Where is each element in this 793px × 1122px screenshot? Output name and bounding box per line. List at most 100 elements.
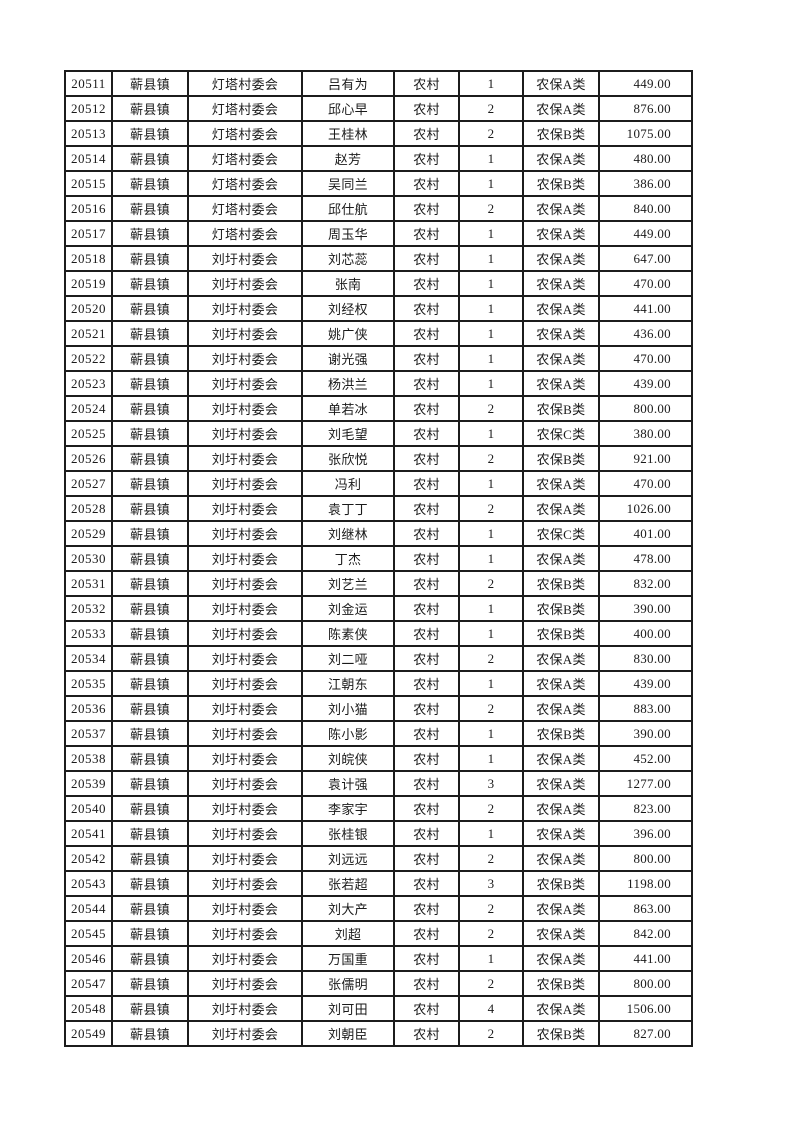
cell-person-name: 袁计强 — [301, 770, 395, 797]
insurance-roster-table: 20511 蕲县镇 灯塔村委会 吕有为 农村 1 农保A类 449.00 20512 蕲县镇 灯塔村… — [64, 70, 693, 1047]
cell-insurance-category: 农保A类 — [522, 670, 600, 697]
cell-residence-type: 农村 — [393, 295, 460, 322]
cell-town: 蕲县镇 — [111, 320, 189, 347]
cell-person-name: 张南 — [301, 270, 395, 297]
cell-town: 蕲县镇 — [111, 370, 189, 397]
cell-insurance-category: 农保A类 — [522, 220, 600, 247]
cell-village-committee: 刘圩村委会 — [187, 895, 303, 922]
cell-amount: 470.00 — [598, 470, 693, 497]
cell-amount: 830.00 — [598, 645, 693, 672]
cell-village-committee: 刘圩村委会 — [187, 695, 303, 722]
cell-person-count: 2 — [458, 570, 524, 597]
cell-residence-type: 农村 — [393, 620, 460, 647]
cell-town: 蕲县镇 — [111, 745, 189, 772]
cell-town: 蕲县镇 — [111, 95, 189, 122]
cell-village-committee: 刘圩村委会 — [187, 370, 303, 397]
cell-amount: 400.00 — [598, 620, 693, 647]
cell-person-name: 刘金运 — [301, 595, 395, 622]
cell-village-committee: 刘圩村委会 — [187, 745, 303, 772]
cell-village-committee: 刘圩村委会 — [187, 395, 303, 422]
cell-amount: 827.00 — [598, 1020, 693, 1047]
table-row: 20539 蕲县镇 刘圩村委会 袁计强 农村 3 农保A类 1277.00 — [64, 770, 693, 797]
table-row: 20516 蕲县镇 灯塔村委会 邱仕航 农村 2 农保A类 840.00 — [64, 195, 693, 222]
cell-amount: 800.00 — [598, 395, 693, 422]
cell-town: 蕲县镇 — [111, 620, 189, 647]
cell-insurance-category: 农保A类 — [522, 95, 600, 122]
cell-person-name: 张若超 — [301, 870, 395, 897]
cell-record-id: 20535 — [64, 670, 113, 697]
cell-amount: 441.00 — [598, 945, 693, 972]
table-row: 20527 蕲县镇 刘圩村委会 冯利 农村 1 农保A类 470.00 — [64, 470, 693, 497]
cell-person-name: 刘皖侠 — [301, 745, 395, 772]
table-row: 20545 蕲县镇 刘圩村委会 刘超 农村 2 农保A类 842.00 — [64, 920, 693, 947]
table-row: 20531 蕲县镇 刘圩村委会 刘艺兰 农村 2 农保B类 832.00 — [64, 570, 693, 597]
cell-village-committee: 刘圩村委会 — [187, 620, 303, 647]
cell-village-committee: 灯塔村委会 — [187, 170, 303, 197]
cell-person-name: 姚广侠 — [301, 320, 395, 347]
cell-person-count: 2 — [458, 645, 524, 672]
cell-record-id: 20519 — [64, 270, 113, 297]
cell-person-name: 谢光强 — [301, 345, 395, 372]
cell-person-name: 赵芳 — [301, 145, 395, 172]
cell-residence-type: 农村 — [393, 945, 460, 972]
cell-amount: 800.00 — [598, 970, 693, 997]
cell-insurance-category: 农保B类 — [522, 595, 600, 622]
cell-residence-type: 农村 — [393, 120, 460, 147]
table-row: 20547 蕲县镇 刘圩村委会 张儒明 农村 2 农保B类 800.00 — [64, 970, 693, 997]
cell-town: 蕲县镇 — [111, 570, 189, 597]
cell-amount: 480.00 — [598, 145, 693, 172]
cell-amount: 470.00 — [598, 345, 693, 372]
table-row: 20521 蕲县镇 刘圩村委会 姚广侠 农村 1 农保A类 436.00 — [64, 320, 693, 347]
table-row: 20541 蕲县镇 刘圩村委会 张桂银 农村 1 农保A类 396.00 — [64, 820, 693, 847]
table-row: 20530 蕲县镇 刘圩村委会 丁杰 农村 1 农保A类 478.00 — [64, 545, 693, 572]
table-row: 20525 蕲县镇 刘圩村委会 刘毛望 农村 1 农保C类 380.00 — [64, 420, 693, 447]
table-row: 20548 蕲县镇 刘圩村委会 刘可田 农村 4 农保A类 1506.00 — [64, 995, 693, 1022]
cell-person-name: 刘超 — [301, 920, 395, 947]
cell-person-count: 1 — [458, 245, 524, 272]
cell-insurance-category: 农保B类 — [522, 170, 600, 197]
cell-village-committee: 灯塔村委会 — [187, 70, 303, 97]
table-row: 20512 蕲县镇 灯塔村委会 邱心早 农村 2 农保A类 876.00 — [64, 95, 693, 122]
cell-person-count: 2 — [458, 845, 524, 872]
cell-town: 蕲县镇 — [111, 920, 189, 947]
cell-village-committee: 刘圩村委会 — [187, 770, 303, 797]
cell-town: 蕲县镇 — [111, 270, 189, 297]
cell-person-count: 2 — [458, 120, 524, 147]
table-row: 20514 蕲县镇 灯塔村委会 赵芳 农村 1 农保A类 480.00 — [64, 145, 693, 172]
cell-person-count: 1 — [458, 420, 524, 447]
cell-insurance-category: 农保A类 — [522, 195, 600, 222]
cell-insurance-category: 农保A类 — [522, 270, 600, 297]
cell-person-name: 袁丁丁 — [301, 495, 395, 522]
cell-insurance-category: 农保A类 — [522, 820, 600, 847]
cell-record-id: 20541 — [64, 820, 113, 847]
cell-village-committee: 刘圩村委会 — [187, 345, 303, 372]
cell-insurance-category: 农保A类 — [522, 470, 600, 497]
cell-record-id: 20526 — [64, 445, 113, 472]
cell-insurance-category: 农保A类 — [522, 495, 600, 522]
cell-person-count: 2 — [458, 195, 524, 222]
cell-insurance-category: 农保B类 — [522, 120, 600, 147]
cell-residence-type: 农村 — [393, 870, 460, 897]
cell-insurance-category: 农保A类 — [522, 845, 600, 872]
cell-record-id: 20545 — [64, 920, 113, 947]
cell-person-name: 李家宇 — [301, 795, 395, 822]
cell-amount: 396.00 — [598, 820, 693, 847]
cell-amount: 380.00 — [598, 420, 693, 447]
cell-amount: 832.00 — [598, 570, 693, 597]
cell-amount: 876.00 — [598, 95, 693, 122]
cell-town: 蕲县镇 — [111, 345, 189, 372]
cell-village-committee: 刘圩村委会 — [187, 595, 303, 622]
cell-village-committee: 刘圩村委会 — [187, 670, 303, 697]
cell-village-committee: 刘圩村委会 — [187, 545, 303, 572]
cell-village-committee: 刘圩村委会 — [187, 270, 303, 297]
cell-village-committee: 刘圩村委会 — [187, 920, 303, 947]
cell-record-id: 20530 — [64, 545, 113, 572]
cell-record-id: 20520 — [64, 295, 113, 322]
cell-residence-type: 农村 — [393, 445, 460, 472]
cell-record-id: 20512 — [64, 95, 113, 122]
cell-town: 蕲县镇 — [111, 645, 189, 672]
table-row: 20542 蕲县镇 刘圩村委会 刘远远 农村 2 农保A类 800.00 — [64, 845, 693, 872]
table-row: 20549 蕲县镇 刘圩村委会 刘朝臣 农村 2 农保B类 827.00 — [64, 1020, 693, 1047]
cell-amount: 823.00 — [598, 795, 693, 822]
cell-insurance-category: 农保A类 — [522, 995, 600, 1022]
